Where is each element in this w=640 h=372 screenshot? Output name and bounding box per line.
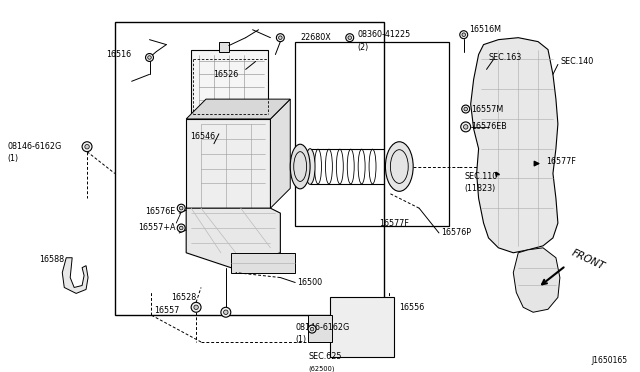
Text: FRONT: FRONT xyxy=(570,248,606,272)
Text: 16556: 16556 xyxy=(399,303,424,312)
Text: SEC.140: SEC.140 xyxy=(561,57,594,66)
Circle shape xyxy=(346,34,354,42)
Text: 16546: 16546 xyxy=(190,132,215,141)
Polygon shape xyxy=(219,42,229,52)
Text: 16528: 16528 xyxy=(171,293,196,302)
Text: J1650165: J1650165 xyxy=(591,356,627,365)
Polygon shape xyxy=(186,119,271,208)
Text: 16576E: 16576E xyxy=(145,206,175,216)
Circle shape xyxy=(82,142,92,152)
Text: 16516: 16516 xyxy=(106,50,132,59)
Text: 22680X: 22680X xyxy=(300,33,331,42)
Circle shape xyxy=(179,206,183,210)
Circle shape xyxy=(460,31,468,39)
Circle shape xyxy=(177,224,185,232)
Circle shape xyxy=(348,36,351,39)
Text: (62500): (62500) xyxy=(308,366,335,372)
Text: (11823): (11823) xyxy=(465,184,496,193)
Circle shape xyxy=(221,307,231,317)
Text: 16500: 16500 xyxy=(297,278,323,287)
Circle shape xyxy=(463,125,468,129)
Circle shape xyxy=(461,105,470,113)
Circle shape xyxy=(464,107,467,111)
Text: (1): (1) xyxy=(8,154,19,163)
Polygon shape xyxy=(308,315,332,342)
Circle shape xyxy=(85,144,90,149)
Circle shape xyxy=(276,34,284,42)
Text: 08146-6162G: 08146-6162G xyxy=(295,323,349,331)
Ellipse shape xyxy=(385,142,413,191)
Polygon shape xyxy=(470,38,558,253)
Text: SEC.110: SEC.110 xyxy=(465,172,498,181)
Text: (2): (2) xyxy=(358,43,369,52)
Circle shape xyxy=(191,302,201,312)
Text: 08360-41225: 08360-41225 xyxy=(358,30,411,39)
Text: 08146-6162G: 08146-6162G xyxy=(8,142,62,151)
Circle shape xyxy=(462,33,465,36)
Text: 16557: 16557 xyxy=(154,306,179,315)
Circle shape xyxy=(179,226,183,230)
Text: 16577F: 16577F xyxy=(380,218,410,228)
Circle shape xyxy=(194,305,198,310)
Polygon shape xyxy=(186,208,280,267)
Polygon shape xyxy=(513,248,560,312)
Ellipse shape xyxy=(305,149,315,185)
Circle shape xyxy=(177,204,185,212)
Bar xyxy=(115,22,385,315)
Polygon shape xyxy=(231,253,295,273)
Circle shape xyxy=(148,56,151,59)
Bar xyxy=(295,42,449,226)
Polygon shape xyxy=(186,99,291,119)
Text: SEC.163: SEC.163 xyxy=(488,53,522,62)
Text: 16516M: 16516M xyxy=(468,25,500,34)
Text: 16576P: 16576P xyxy=(441,228,471,237)
Polygon shape xyxy=(191,49,268,117)
Text: (1): (1) xyxy=(295,334,307,343)
Circle shape xyxy=(461,122,470,132)
Text: 16576EB: 16576EB xyxy=(470,122,506,131)
Text: 16588: 16588 xyxy=(39,255,64,264)
Polygon shape xyxy=(330,297,394,357)
Circle shape xyxy=(145,54,154,61)
Polygon shape xyxy=(271,99,291,208)
Text: 16577F: 16577F xyxy=(546,157,576,166)
Text: SEC.625: SEC.625 xyxy=(308,352,342,361)
Circle shape xyxy=(278,36,282,39)
Text: 16557+A: 16557+A xyxy=(138,224,175,232)
Circle shape xyxy=(223,310,228,314)
Circle shape xyxy=(310,327,314,331)
Ellipse shape xyxy=(291,144,310,189)
Text: 16526: 16526 xyxy=(214,70,239,79)
Text: 16557M: 16557M xyxy=(470,105,503,113)
Polygon shape xyxy=(62,258,88,294)
Circle shape xyxy=(308,325,316,333)
